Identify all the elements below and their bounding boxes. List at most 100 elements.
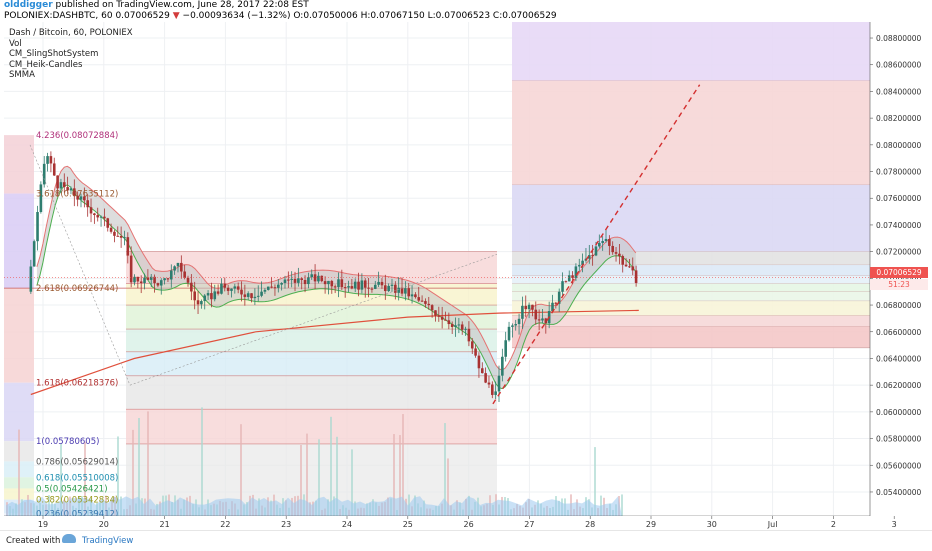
fib-band [512,291,870,302]
candle [49,156,53,164]
created-with-label: Created with [6,536,61,546]
candle [96,215,100,218]
candle [163,278,166,281]
candle [634,270,638,283]
candle [397,287,400,293]
candle [126,237,130,256]
volume-bar [300,444,302,516]
candle [46,156,49,164]
candle [166,278,170,280]
volume-bar [201,407,203,516]
candle [213,291,217,300]
footer: Created with TradingView [0,530,932,551]
candle [193,291,196,301]
candle [340,279,344,288]
candle [200,301,203,305]
fib-level-label: 0.382(0.05342834) [36,496,118,506]
candle [477,355,481,369]
candle [283,279,287,283]
candle [350,286,354,289]
time-tick-label: 25 [403,520,413,529]
fib-band [512,80,870,185]
candle [116,235,120,237]
candle [567,275,571,282]
candle [414,294,417,298]
symbol-name: POLONIEX:DASHBTC, 60 [4,11,113,21]
time-tick-label: 28 [585,520,595,529]
volume-bar [444,423,446,516]
legend-item[interactable]: CM_SlingShotSystem [9,49,99,59]
candle [226,287,230,291]
volume-bar [60,443,62,516]
price-tick-label: 0.07600000 [876,194,922,203]
candle [186,277,190,283]
price-tick-label: 0.08000000 [876,141,922,150]
legend-title: Dash / Bitcoin, 60, POLONIEX [9,28,133,38]
volume-bar [402,414,404,516]
indicator-legend: Dash / Bitcoin, 60, POLONIEX Vol CM_Slin… [9,28,133,81]
candle [190,282,193,292]
candle [474,348,477,356]
candle [93,213,96,216]
time-tick-label: 23 [281,520,291,529]
symbol-line: POLONIEX:DASHBTC, 60 0.07006529 ▼ −0.000… [4,11,557,22]
volume-bar [351,449,353,516]
author-name[interactable]: olddigger [4,0,53,10]
price-tick-label: 0.05400000 [876,488,922,497]
candle [387,285,390,292]
candle [437,315,441,317]
time-tick-label: 19 [38,520,48,529]
fib-band [512,283,870,292]
candle [66,187,69,191]
fib-level-label: 0.5(0.05426421) [36,484,108,494]
candle [256,295,260,297]
trendline[interactable] [492,84,701,405]
candle [420,300,424,302]
candle [173,266,176,271]
time-tick-label: 24 [342,520,352,529]
fib-band [4,135,34,194]
price-tick-label: 0.05800000 [876,435,922,444]
candle [624,264,628,267]
candle [109,227,113,232]
candle [574,266,578,278]
fib-band [126,375,497,410]
candle [404,288,407,294]
legend-item[interactable]: SMMA [9,70,35,80]
price-tick-label: 0.08600000 [876,61,922,70]
candle [367,287,370,289]
legend-item[interactable]: Vol [9,38,22,49]
candle [29,266,33,292]
candle [571,275,574,278]
candle [300,278,304,281]
candle [537,319,541,321]
fib-band [4,288,34,383]
fib-band [126,409,497,444]
ohlc-values: O:0.07050006 H:0.07067150 L:0.07006523 C… [293,11,557,21]
time-tick-label: 21 [160,520,170,529]
tradingview-brand[interactable]: TradingView [82,536,134,546]
candle [253,296,257,299]
price-tick-label: 0.08200000 [876,114,922,123]
candle [390,284,394,286]
candle [73,188,76,196]
candle [430,305,434,311]
volume-bar [306,433,308,516]
candle [337,279,340,288]
candle [146,277,150,280]
volume-bar [132,429,134,516]
candle [494,391,497,395]
candle [246,293,250,297]
candle [557,291,561,304]
price-chart[interactable]: 4.236(0.08072884) 2.618(0.06926744) 1.618(… [0,22,932,530]
candle [424,301,427,304]
candle [260,291,263,296]
candle [501,356,504,376]
time-tick-label: 27 [524,520,534,529]
candle [577,265,581,267]
candle [614,252,618,254]
candle [129,255,133,283]
candle [310,274,314,278]
fib-level-label: 0.786(0.05629014) [36,457,118,467]
legend-item[interactable]: CM_Heik-Candles [9,59,83,70]
